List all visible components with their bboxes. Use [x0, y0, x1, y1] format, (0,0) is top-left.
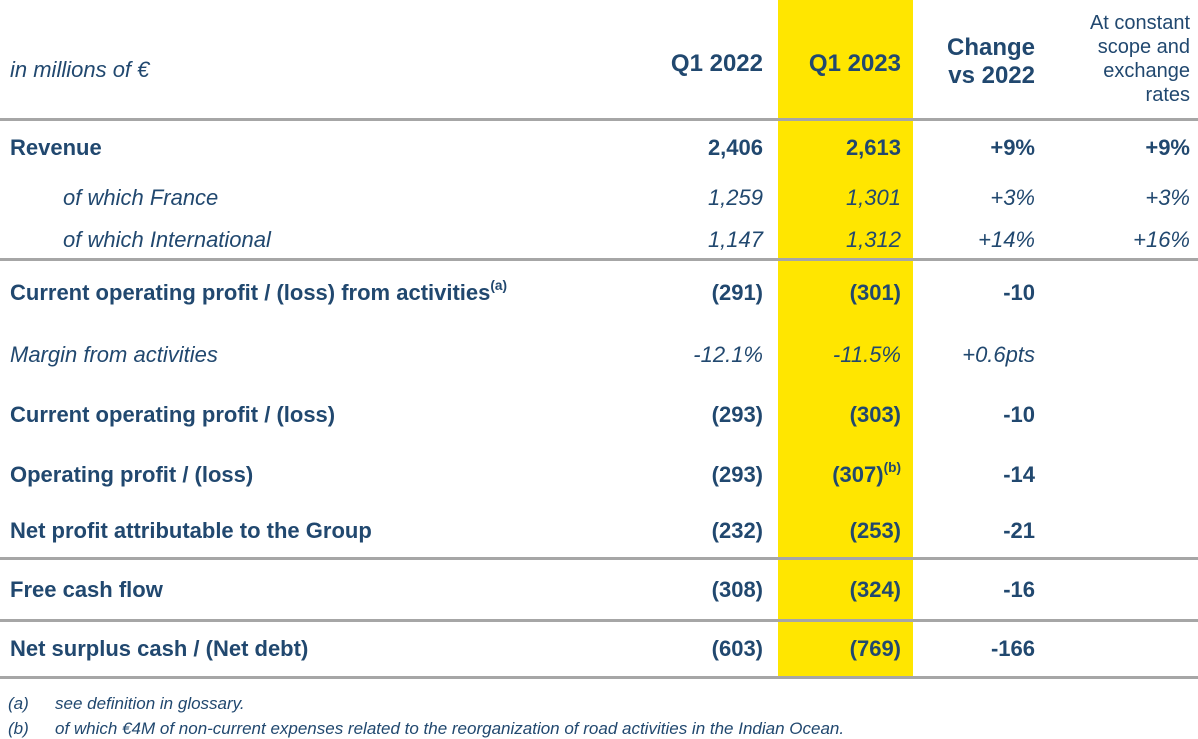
change-value: -10 — [1003, 280, 1035, 305]
q1-2022-value: (293) — [711, 402, 763, 427]
q1-2022-value: (291) — [711, 280, 763, 305]
change-value: +3% — [990, 185, 1035, 210]
change-value: +14% — [978, 226, 1035, 252]
table-row-current-operating-profit: Current operating profit / (loss) (293) … — [0, 385, 1198, 445]
section-divider — [0, 676, 1198, 679]
table-row-operating-profit: Operating profit / (loss) (293) (307)(b)… — [0, 445, 1198, 505]
q1-2022-value: (232) — [711, 518, 763, 543]
q1-2022-value: (308) — [711, 576, 763, 602]
footnotes: (a) see definition in glossary. (b) of whi… — [0, 679, 1198, 739]
constant-value: +16% — [1133, 226, 1190, 252]
q1-2022-value: 1,147 — [707, 226, 763, 252]
table-row-net-surplus-cash: Net surplus cash / (Net debt) (603) (769… — [0, 622, 1198, 676]
q1-2023-value: (769) — [849, 636, 901, 661]
table-row-net-profit: Net profit attributable to the Group (23… — [0, 505, 1198, 557]
q1-2022-value: (293) — [711, 462, 763, 487]
column-header-constant-scope: At constant scope and exchange rates — [1089, 12, 1190, 106]
footnote-text: see definition in glossary. — [55, 694, 245, 713]
q1-2023-value: (303) — [849, 402, 901, 427]
unit-label: in millions of € — [10, 57, 150, 82]
q1-2022-value: 2,406 — [707, 135, 763, 160]
footnote-a: (a) see definition in glossary. — [8, 691, 1198, 716]
footnote-ref-a: (a) — [490, 277, 508, 293]
column-header-change: Change vs 2022 — [946, 34, 1035, 89]
change-value: -21 — [1003, 518, 1035, 543]
table-row-current-operating-profit-activities: Current operating profit / (loss) from a… — [0, 261, 1198, 325]
change-value: -166 — [990, 636, 1035, 661]
constant-value: +3% — [1145, 185, 1190, 210]
q1-2023-value: 2,613 — [845, 135, 901, 160]
column-header-q1-2023: Q1 2023 — [808, 50, 901, 77]
row-label: Operating profit / (loss) — [10, 462, 254, 487]
change-value: -14 — [1003, 462, 1035, 487]
row-label: Free cash flow — [10, 576, 163, 602]
q1-2023-value: -11.5% — [832, 342, 901, 367]
change-value: -16 — [1003, 576, 1035, 602]
change-value: +0.6pts — [962, 342, 1035, 367]
footnote-ref-b: (b) — [883, 459, 901, 475]
footnote-marker: (b) — [8, 719, 29, 738]
constant-value: +9% — [1145, 135, 1190, 160]
table-row-international: of which International 1,147 1,312 +14% … — [0, 221, 1198, 258]
q1-2023-value: 1,301 — [845, 185, 901, 210]
q1-2023-value: (253) — [849, 518, 901, 543]
footnote-marker: (a) — [8, 694, 29, 713]
row-label: Current operating profit / (loss) from a… — [10, 277, 508, 305]
section-divider — [0, 118, 1198, 121]
row-label: of which International — [63, 226, 271, 252]
table-row-france: of which France 1,259 1,301 +3% +3% — [0, 175, 1198, 221]
row-label: Revenue — [10, 135, 102, 160]
row-label: Margin from activities — [10, 342, 218, 367]
q1-2022-value: (603) — [711, 636, 763, 661]
table-row-margin-from-activities: Margin from activities -12.1% -11.5% +0.… — [0, 325, 1198, 385]
column-header-q1-2022: Q1 2022 — [670, 50, 763, 77]
q1-2023-value: 1,312 — [845, 226, 901, 252]
section-divider — [0, 619, 1198, 622]
row-label: of which France — [63, 185, 219, 210]
row-label: Net surplus cash / (Net debt) — [10, 636, 309, 661]
q1-2022-value: 1,259 — [707, 185, 763, 210]
change-value: -10 — [1003, 402, 1035, 427]
footnote-text: of which €4M of non-current expenses rel… — [55, 719, 845, 738]
table-row-revenue: Revenue 2,406 2,613 +9% +9% — [0, 121, 1198, 175]
q1-2023-value: (324) — [849, 576, 901, 602]
q1-2022-value: -12.1% — [693, 342, 763, 367]
row-label: Current operating profit / (loss) — [10, 402, 336, 427]
q1-2023-value: (301) — [849, 280, 901, 305]
footnote-b: (b) of which €4M of non-current expenses … — [8, 716, 1198, 739]
section-divider — [0, 557, 1198, 560]
row-label: Net profit attributable to the Group — [10, 518, 372, 543]
q1-2023-highlight-band — [778, 0, 913, 676]
section-divider — [0, 258, 1198, 261]
table-row-free-cash-flow: Free cash flow (308) (324) -16 — [0, 560, 1198, 619]
q1-2023-value: (307)(b) — [832, 459, 901, 487]
table-header-row: in millions of € Q1 2022 Q1 2023 Change … — [0, 0, 1198, 118]
change-value: +9% — [990, 135, 1035, 160]
